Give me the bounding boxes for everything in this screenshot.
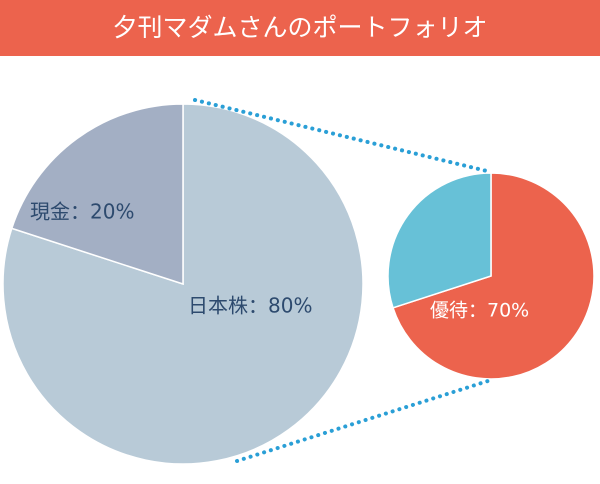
- chart-title: 夕刊マダムさんのポートフォリオ: [112, 13, 487, 42]
- pie-slice: [392, 172, 595, 380]
- connector: [235, 378, 493, 463]
- data-label: 現金：20%: [30, 200, 134, 224]
- data-label: 日本株：80%: [188, 294, 312, 318]
- connector: [193, 98, 493, 174]
- data-label: 優待：70%: [430, 300, 529, 322]
- pie-slice: [10, 103, 184, 286]
- pie-slice: [387, 172, 492, 309]
- title-bar: [0, 0, 600, 56]
- pie-slice: [2, 103, 364, 465]
